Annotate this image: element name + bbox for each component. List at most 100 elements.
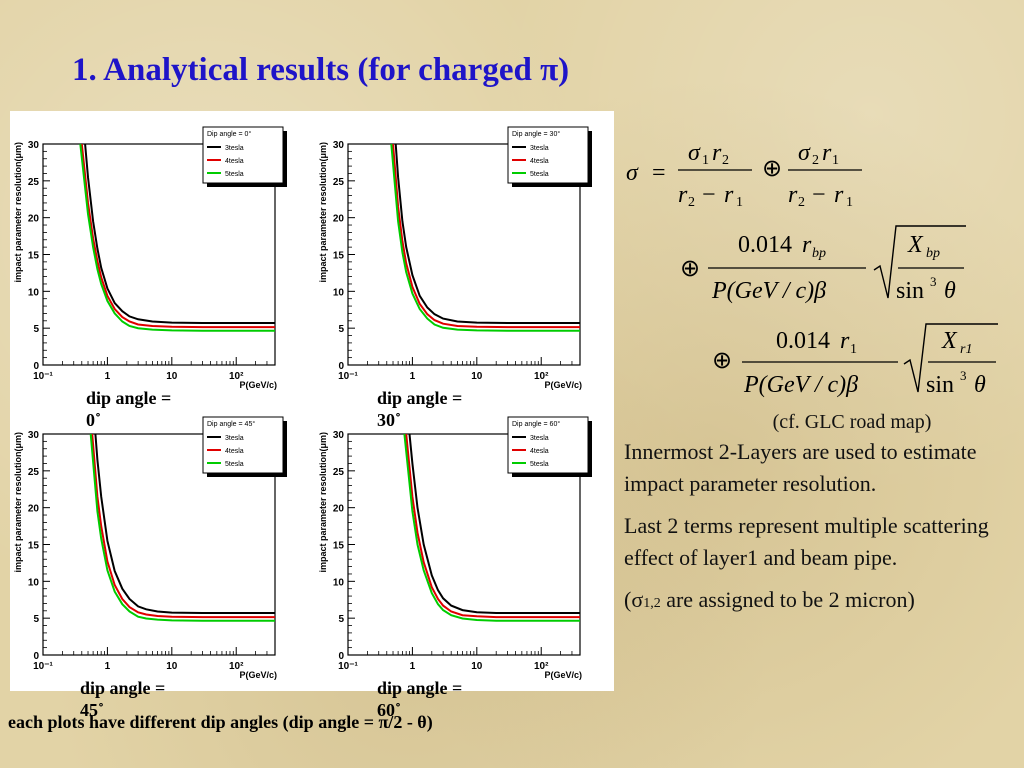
legend-label-3tesla: 3tesla	[225, 435, 244, 442]
paragraph-2: Last 2 terms represent multiple scatteri…	[624, 513, 989, 570]
paragraph-1: Innermost 2-Layers are used to estimate …	[624, 439, 977, 496]
eq-num2-sigma: σ	[798, 140, 811, 166]
caption-0-line1: dip angle =	[86, 388, 172, 408]
eq-rbp-sub: bp	[812, 246, 826, 261]
eq-pden-2: P(GeV / c)β	[743, 372, 858, 398]
caption-30: dip angle = 30˚	[377, 387, 462, 431]
series-line-5tesla	[390, 144, 580, 332]
x-tick-label: 10²	[229, 661, 244, 672]
y-tick-label: 15	[28, 541, 40, 552]
series-line-5tesla	[403, 434, 580, 622]
y-tick-label: 30	[28, 430, 40, 441]
legend-label-3tesla: 3tesla	[530, 145, 549, 152]
x-tick-label: 10⁻¹	[338, 661, 358, 672]
y-tick-label: 10	[28, 577, 40, 588]
caption-45-line1: dip angle =	[80, 678, 166, 698]
series-line-4tesla	[392, 144, 580, 329]
legend-title: Dip angle = 30°	[512, 130, 560, 138]
eq-num1-sigma: σ	[688, 140, 701, 166]
bottom-caption: each plots have different dip angles (di…	[8, 712, 433, 732]
eq-pden-1: P(GeV / c)β	[711, 278, 826, 304]
y-tick-label: 20	[28, 214, 40, 225]
eq-cube-1: 3	[930, 274, 937, 289]
eq-den1-r2-sub: 2	[688, 195, 695, 210]
y-tick-label: 25	[28, 467, 40, 478]
legend-label-3tesla: 3tesla	[530, 435, 549, 442]
y-tick-label: 5	[33, 614, 39, 625]
x-tick-label: 10²	[534, 371, 549, 382]
legend-title: Dip angle = 45°	[207, 420, 255, 428]
x-tick-label: 10	[471, 371, 483, 382]
x-tick-label: 10²	[534, 661, 549, 672]
slide-title: 1. Analytical results (for charged π)	[72, 52, 570, 88]
eq-num2-sigma-sub: 2	[812, 153, 819, 168]
x-tick-label: 1	[410, 371, 416, 382]
legend-label-4tesla: 4tesla	[225, 448, 244, 455]
eq-oplus-3: ⊕	[712, 348, 732, 374]
y-tick-label: 10	[28, 287, 40, 298]
eq-den1-minus: −	[702, 182, 716, 208]
eq-num1-r: r	[712, 140, 722, 166]
eq-sin-1: sin	[896, 278, 924, 304]
eq-equals: =	[652, 160, 666, 186]
eq-rbp: r	[802, 232, 812, 258]
eq-cube-2: 3	[960, 368, 967, 383]
eq-r1t-sub: 1	[850, 342, 857, 357]
eq-theta-2: θ	[974, 372, 986, 398]
eq-den2-minus: −	[812, 182, 826, 208]
legend-label-5tesla: 5tesla	[225, 171, 244, 178]
eq-oplus-2: ⊕	[680, 256, 700, 282]
series-line-5tesla	[89, 434, 275, 622]
x-tick-label: 10⁻¹	[33, 661, 53, 672]
caption-60-line1: dip angle =	[377, 678, 463, 698]
eq-r1t: r	[840, 328, 850, 354]
eq-den1-r1-sub: 1	[736, 195, 743, 210]
body-text: Innermost 2-Layers are used to estimate …	[624, 436, 1019, 630]
y-tick-label: 15	[333, 251, 345, 262]
eq-sigma: σ	[626, 160, 639, 186]
y-tick-label: 20	[28, 504, 40, 515]
plot-frame	[42, 433, 276, 656]
y-tick-label: 0	[338, 651, 344, 662]
caption-0: dip angle = 0˚	[86, 387, 171, 431]
caption-30-line1: dip angle =	[377, 388, 463, 408]
y-tick-label: 30	[333, 140, 345, 151]
paragraph-3-pre: (σ	[624, 587, 644, 612]
y-tick-label: 0	[33, 651, 39, 662]
series-line-4tesla	[91, 434, 275, 619]
y-axis-label: impact parameter resolution(μm)	[318, 432, 328, 573]
series-line-3tesla	[408, 434, 580, 614]
x-tick-label: 10⁻¹	[338, 371, 358, 382]
y-tick-label: 25	[333, 177, 345, 188]
y-tick-label: 10	[333, 577, 345, 588]
eq-den1-r2: r	[678, 182, 688, 208]
eq-coef-1: 0.014	[738, 232, 792, 258]
series-line-3tesla	[84, 144, 275, 324]
resolution-equation: σ = σ 1 r 2 r 2 − r 1 ⊕ σ 2 r 1 r 2 − r …	[626, 140, 998, 398]
series-line-3tesla	[94, 434, 275, 614]
cf-note: (cf. GLC road map)	[772, 411, 932, 433]
paragraph-3-post: are assigned to be 2 micron)	[660, 587, 915, 612]
plot-panel: 0 5 10 15 20 25 30 10⁻¹ 1 10 10² P(GeV/c) impact par…	[10, 111, 614, 691]
y-tick-label: 0	[338, 361, 344, 372]
y-axis-label: impact parameter resolution(μm)	[318, 142, 328, 283]
caption-30-line2: 30˚	[377, 410, 401, 430]
x-tick-label: 1	[105, 661, 111, 672]
eq-xbp-sub: bp	[926, 246, 940, 261]
caption-60-line2: 60˚	[377, 700, 401, 720]
eq-den2-r1-sub: 1	[846, 195, 853, 210]
x-tick-label: 10	[166, 371, 178, 382]
x-tick-label: 10⁻¹	[33, 371, 53, 382]
paragraph-3-sub: 1,2	[643, 596, 661, 611]
legend-label-5tesla: 5tesla	[225, 461, 244, 468]
y-tick-label: 0	[33, 361, 39, 372]
series-line-3tesla	[394, 144, 580, 324]
legend-label-4tesla: 4tesla	[225, 158, 244, 165]
caption-45-line2: 45˚	[80, 700, 104, 720]
x-axis-label: P(GeV/c)	[544, 380, 582, 390]
eq-xr1-sub: r1	[960, 342, 972, 357]
